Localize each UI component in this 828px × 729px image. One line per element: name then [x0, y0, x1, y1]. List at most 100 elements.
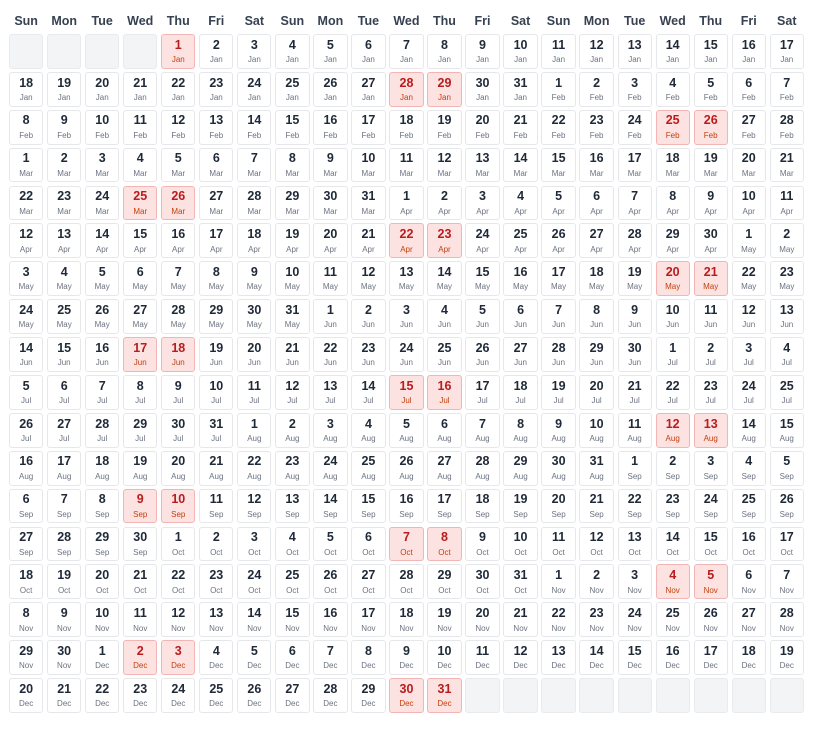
day-cell[interactable]: 21 Apr [351, 223, 386, 259]
day-cell[interactable]: 4 Dec [199, 640, 234, 676]
day-cell[interactable]: 24 Feb [617, 109, 652, 145]
day-cell[interactable]: 11 Oct [541, 526, 576, 562]
day-cell[interactable]: 24 Apr [465, 223, 500, 259]
day-cell[interactable]: 9 Jan [465, 34, 500, 69]
day-cell[interactable]: 18 May [579, 261, 614, 297]
day-cell[interactable]: 10 Aug [579, 412, 614, 448]
day-cell[interactable]: 15 Sep [351, 488, 386, 524]
day-cell[interactable]: 25 Jul [769, 375, 804, 410]
day-cell[interactable]: 10 Apr [731, 185, 766, 221]
day-cell[interactable]: 25 Oct [275, 564, 310, 600]
day-cell[interactable]: 2 Nov [579, 564, 614, 600]
day-cell[interactable]: 17 Apr [199, 223, 234, 259]
day-cell[interactable]: 21 Jul [617, 375, 652, 410]
day-cell[interactable]: 11 Mar [389, 147, 424, 183]
day-cell[interactable]: 13 Jan [617, 34, 652, 69]
day-cell[interactable]: 12 Jul [275, 375, 310, 410]
day-cell[interactable]: 7 Mar [237, 147, 272, 183]
highlighted-day-cell[interactable]: 23 Apr [427, 223, 462, 259]
highlighted-day-cell[interactable]: 7 Oct [389, 526, 424, 562]
day-cell[interactable]: 3 Jan [237, 34, 272, 69]
day-cell[interactable]: 8 Jan [427, 34, 462, 69]
day-cell[interactable]: 25 Nov [655, 602, 690, 638]
day-cell[interactable]: 5 Feb [693, 71, 728, 107]
day-cell[interactable]: 21 Nov [503, 602, 538, 638]
day-cell[interactable]: 7 Nov [769, 564, 804, 600]
highlighted-day-cell[interactable]: 2 Dec [123, 640, 158, 676]
day-cell[interactable]: 10 Dec [427, 640, 462, 676]
day-cell[interactable]: 14 Apr [85, 223, 120, 259]
day-cell[interactable]: 28 Jun [541, 337, 576, 372]
day-cell[interactable]: 24 Nov [617, 602, 652, 638]
highlighted-day-cell[interactable]: 8 Oct [427, 526, 462, 562]
day-cell[interactable]: 22 Jun [313, 337, 348, 372]
highlighted-day-cell[interactable]: 12 Aug [655, 412, 690, 448]
day-cell[interactable]: 1 Feb [541, 71, 576, 107]
highlighted-day-cell[interactable]: 3 Dec [161, 640, 196, 676]
day-cell[interactable]: 6 Aug [427, 412, 462, 448]
day-cell[interactable]: 26 Nov [693, 602, 728, 638]
highlighted-day-cell[interactable]: 21 May [693, 261, 728, 297]
day-cell[interactable]: 29 Jul [123, 412, 158, 448]
day-cell[interactable]: 2 Jul [693, 337, 728, 372]
day-cell[interactable]: 14 Jun [9, 337, 44, 372]
day-cell[interactable]: 23 Nov [579, 602, 614, 638]
day-cell[interactable]: 18 Mar [655, 147, 690, 183]
day-cell[interactable]: 24 Dec [161, 678, 196, 713]
highlighted-day-cell[interactable]: 5 Nov [693, 564, 728, 600]
day-cell[interactable]: 2 Feb [579, 71, 614, 107]
day-cell[interactable]: 13 Mar [465, 147, 500, 183]
day-cell[interactable]: 5 Oct [313, 526, 348, 562]
day-cell[interactable]: 24 May [9, 299, 44, 335]
day-cell[interactable]: 9 May [237, 261, 272, 297]
day-cell[interactable]: 20 Apr [313, 223, 348, 259]
highlighted-day-cell[interactable]: 30 Dec [389, 678, 424, 713]
day-cell[interactable]: 7 Jan [389, 34, 424, 69]
day-cell[interactable]: 12 Apr [9, 223, 44, 259]
day-cell[interactable]: 16 Oct [731, 526, 766, 562]
day-cell[interactable]: 6 Sep [9, 488, 44, 524]
day-cell[interactable]: 15 Jan [693, 34, 728, 69]
day-cell[interactable]: 3 Aug [313, 412, 348, 448]
day-cell[interactable]: 6 Apr [579, 185, 614, 221]
day-cell[interactable]: 28 Jul [85, 412, 120, 448]
day-cell[interactable]: 10 Mar [351, 147, 386, 183]
day-cell[interactable]: 16 Apr [161, 223, 196, 259]
day-cell[interactable]: 30 Oct [465, 564, 500, 600]
day-cell[interactable]: 18 Dec [731, 640, 766, 676]
day-cell[interactable]: 15 Nov [275, 602, 310, 638]
day-cell[interactable]: 22 Oct [161, 564, 196, 600]
day-cell[interactable]: 16 Dec [655, 640, 690, 676]
day-cell[interactable]: 12 Jun [731, 299, 766, 335]
day-cell[interactable]: 30 Apr [693, 223, 728, 259]
day-cell[interactable]: 28 Sep [47, 526, 82, 562]
day-cell[interactable]: 10 Nov [85, 602, 120, 638]
day-cell[interactable]: 11 Dec [465, 640, 500, 676]
highlighted-day-cell[interactable]: 16 Jul [427, 375, 462, 410]
day-cell[interactable]: 6 Nov [731, 564, 766, 600]
highlighted-day-cell[interactable]: 25 Mar [123, 185, 158, 221]
day-cell[interactable]: 11 Feb [123, 109, 158, 145]
day-cell[interactable]: 6 Jul [47, 375, 82, 410]
day-cell[interactable]: 25 Jan [275, 71, 310, 107]
day-cell[interactable]: 12 Jan [579, 34, 614, 69]
day-cell[interactable]: 24 Sep [693, 488, 728, 524]
day-cell[interactable]: 27 Nov [731, 602, 766, 638]
day-cell[interactable]: 26 Aug [389, 450, 424, 486]
day-cell[interactable]: 5 Jan [313, 34, 348, 69]
day-cell[interactable]: 16 Jan [731, 34, 766, 69]
day-cell[interactable]: 6 Mar [199, 147, 234, 183]
day-cell[interactable]: 17 Dec [693, 640, 728, 676]
day-cell[interactable]: 9 Nov [47, 602, 82, 638]
highlighted-day-cell[interactable]: 28 Jan [389, 71, 424, 107]
day-cell[interactable]: 18 Nov [389, 602, 424, 638]
day-cell[interactable]: 12 Nov [161, 602, 196, 638]
day-cell[interactable]: 3 Nov [617, 564, 652, 600]
highlighted-day-cell[interactable]: 31 Dec [427, 678, 462, 713]
highlighted-day-cell[interactable]: 4 Nov [655, 564, 690, 600]
day-cell[interactable]: 2 May [769, 223, 804, 259]
day-cell[interactable]: 10 May [275, 261, 310, 297]
day-cell[interactable]: 29 Mar [275, 185, 310, 221]
day-cell[interactable]: 26 Dec [237, 678, 272, 713]
day-cell[interactable]: 20 Jun [237, 337, 272, 372]
